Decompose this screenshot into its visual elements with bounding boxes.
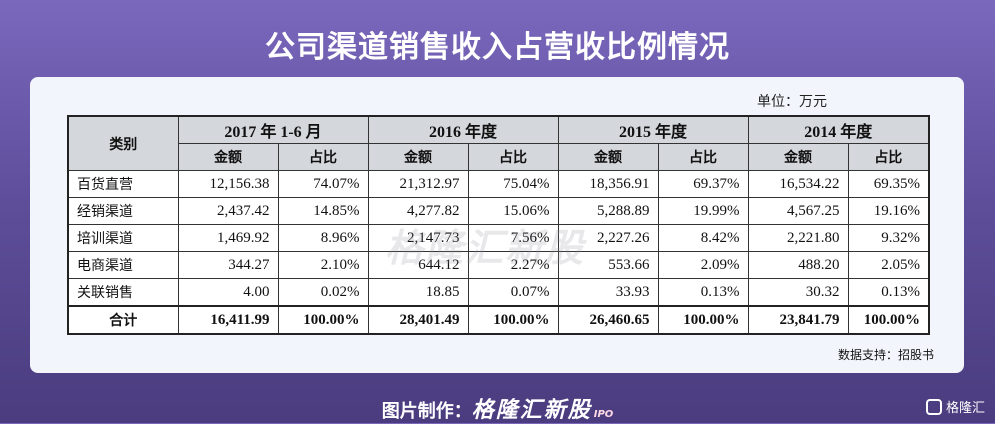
period-header: 2014 年度 [747,115,930,144]
table-cell: 26,460.65 [557,305,659,335]
category-header: 类别 [67,115,179,171]
table-cell: 19.99% [657,197,749,225]
share-header: 占比 [467,143,559,171]
table-cell: 2.10% [277,251,369,279]
table-cell: 2.27% [467,251,559,279]
row-category: 培训渠道 [67,224,179,252]
period-header: 2016 年度 [367,115,559,144]
amount-header: 金额 [177,143,279,171]
table-row: 培训渠道 1,469.92 8.96% 2,147.73 7.56% 2,227… [67,224,930,252]
share-header: 占比 [277,143,369,171]
revenue-table: 类别 2017 年 1-6 月 2016 年度 2015 年度 2014 年度 … [67,115,931,335]
period-header: 2017 年 1-6 月 [177,115,369,144]
table-cell: 18,356.91 [557,170,659,198]
table-cell: 12,156.38 [177,170,279,198]
table-row: 电商渠道 344.27 2.10% 644.12 2.27% 553.66 2.… [67,251,930,279]
amount-header: 金额 [747,143,849,171]
table-cell: 2,437.42 [177,197,279,225]
table-cell: 69.35% [847,170,930,198]
table-cell: 74.07% [277,170,369,198]
table-cell: 4.00 [177,278,279,307]
table-cell: 2,227.26 [557,224,659,252]
table-cell: 15.06% [467,197,559,225]
table-cell: 2,221.80 [747,224,849,252]
row-category: 电商渠道 [67,251,179,279]
corner-logo: 格隆汇 [925,397,985,416]
table-cell: 23,841.79 [747,305,849,335]
table-cell: 0.13% [657,278,749,307]
table-cell: 2,147.73 [367,224,469,252]
table-row: 百货直营 12,156.38 74.07% 21,312.97 75.04% 1… [67,170,930,198]
table-cell: 100.00% [277,305,369,335]
row-category: 关联销售 [67,278,179,307]
table-cell: 644.12 [367,251,469,279]
row-category: 经销渠道 [67,197,179,225]
table-cell: 0.02% [277,278,369,307]
page-title: 公司渠道销售收入占营收比例情况 [265,30,730,65]
table-cell: 100.00% [847,305,930,335]
row-category: 百货直营 [67,170,179,198]
table-cell: 1,469.92 [177,224,279,252]
source-note: 数据支持：招股书 [837,348,934,362]
row-category: 合计 [67,305,179,335]
footer-credit: 图片制作：格隆汇新股 IPO [0,392,995,424]
table-cell: 30.32 [747,278,849,307]
table-cell: 19.16% [847,197,930,225]
share-header: 占比 [847,143,930,171]
amount-header: 金额 [557,143,659,171]
table-cell: 488.20 [747,251,849,279]
table-cell: 0.13% [847,278,930,307]
amount-header: 金额 [367,143,469,171]
table-cell: 344.27 [177,251,279,279]
footer-brand: 格隆汇新股 [471,398,592,423]
table-row: 经销渠道 2,437.42 14.85% 4,277.82 15.06% 5,2… [67,197,930,225]
table-row: 关联销售 4.00 0.02% 18.85 0.07% 33.93 0.13% … [67,278,930,307]
table-cell: 21,312.97 [367,170,469,198]
table-cell: 2.09% [657,251,749,279]
table-cell: 7.56% [467,224,559,252]
table-cell: 8.96% [277,224,369,252]
total-row: 合计 16,411.99 100.00% 28,401.49 100.00% 2… [67,305,930,335]
table-cell: 100.00% [657,305,749,335]
table-card: 单位：万元 类别 2017 年 1-6 月 2016 年度 2015 年度 20… [30,77,964,373]
table-cell: 5,288.89 [557,197,659,225]
table-cell: 69.37% [657,170,749,198]
unit-label: 单位：万元 [757,94,827,110]
table-cell: 0.07% [467,278,559,307]
table-cell: 4,277.82 [367,197,469,225]
table-cell: 8.42% [657,224,749,252]
table-cell: 16,534.22 [747,170,849,198]
footer-ipo: IPO [593,409,614,420]
table-cell: 16,411.99 [177,305,279,335]
footer-prefix: 图片制作： [381,401,472,422]
table-cell: 33.93 [557,278,659,307]
table-cell: 2.05% [847,251,930,279]
period-header: 2015 年度 [557,115,749,144]
table-cell: 9.32% [847,224,930,252]
share-header: 占比 [657,143,749,171]
table-cell: 553.66 [557,251,659,279]
table-cell: 18.85 [367,278,469,307]
brand-logo-icon [925,398,942,415]
corner-logo-text: 格隆汇 [945,401,985,416]
table-cell: 100.00% [467,305,559,335]
table-cell: 14.85% [277,197,369,225]
table-cell: 4,567.25 [747,197,849,225]
table-cell: 28,401.49 [367,305,469,335]
table-cell: 75.04% [467,170,559,198]
